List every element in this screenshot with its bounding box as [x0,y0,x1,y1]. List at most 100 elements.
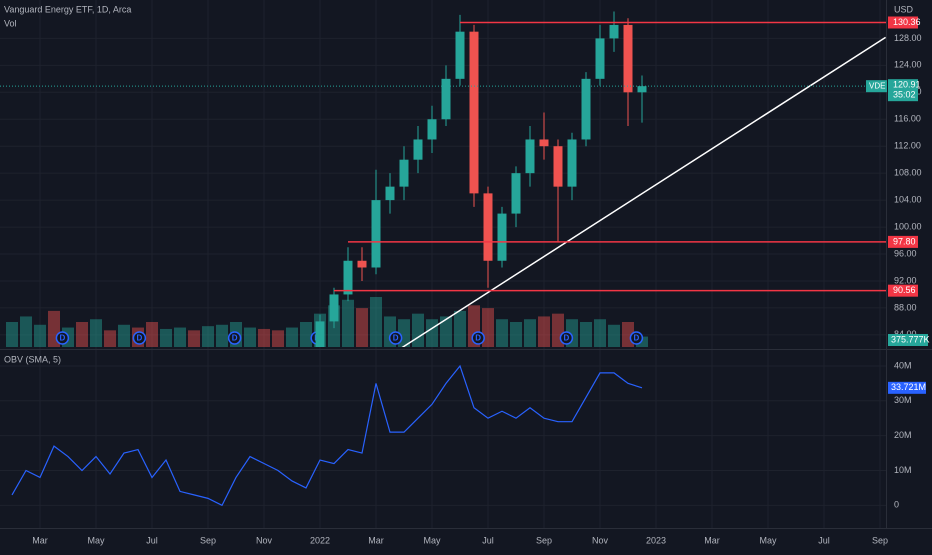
dividend-marker: D [475,334,481,343]
dividend-marker: D [634,334,640,343]
x-tick-label: 2022 [310,535,330,545]
candle-body [427,119,437,140]
candle-body [483,193,493,261]
volume-bar [20,316,32,347]
symbol: VDE [869,81,885,90]
grid [0,0,886,528]
x-tick-label: Jul [818,535,830,545]
candle-body [315,321,325,347]
obv-tag [888,381,926,394]
volume-bar [510,322,522,347]
volume-bar [216,324,228,347]
dividend-marker: D [564,334,570,343]
dividend-badge [132,331,147,345]
volume-bar [636,336,648,347]
dividend-badge [55,331,70,345]
candle-body [455,31,465,79]
x-tick-label: Mar [368,535,384,545]
volume-bar [90,319,102,347]
volume-bar [146,322,158,347]
x-tick-label: Mar [704,535,720,545]
candle-body [469,31,479,194]
y-tick-label: 124.00 [894,60,922,70]
volume-bar [286,327,298,347]
y-tick-label: 96.00 [894,248,917,258]
x-tick-label: Mar [32,535,48,545]
currency: USD [894,4,914,14]
volume-bar [76,322,88,347]
candle-body [539,139,549,147]
level-tag [888,235,918,248]
x-tick-label: May [423,535,441,545]
candle-body [525,139,535,174]
candle-body [609,24,619,39]
y-tick-label: 128.00 [894,33,922,43]
volume-bar [412,313,424,347]
level-label: 130.36 [893,17,921,27]
y-tick-label: 116.00 [894,114,921,124]
volume-bar [580,322,592,347]
y-tick-label: 112.00 [894,141,921,151]
last-price: 120.91 [893,80,921,90]
volume-bar [608,324,620,347]
candle-body [399,159,409,187]
volume-last: 375.777K [891,334,930,344]
candle-body [567,139,577,187]
volume-bar [174,327,186,347]
dividend-badge [559,331,574,345]
y-tick-label: 92.00 [894,275,917,285]
y2-tick-label: 10M [894,465,912,475]
candle-body [497,213,507,261]
candle-body [357,260,367,268]
trend-line [401,36,886,347]
candle-body [553,146,563,187]
volume-bar [160,328,172,347]
indicator-title: OBV (SMA, 5) [4,354,61,364]
obv-pane [11,364,643,507]
volume-bar [272,330,284,347]
candle-body [637,86,647,93]
candle-body [441,78,451,120]
chart-title: Vanguard Energy ETF, 1D, Arca [4,4,131,14]
candle-body [371,200,381,268]
volume-bar [482,308,494,347]
x-tick-label: May [87,535,105,545]
y2-tick-label: 40M [894,360,912,370]
volume-bar [118,324,130,347]
y2-tick-label: 20M [894,430,912,440]
y-tick-label: 88.00 [894,302,917,312]
volume-bar [258,328,270,347]
level-tag [888,284,918,297]
x-tick-label: Jul [146,535,158,545]
obv-last: 33.721M [891,382,926,392]
x-tick-label: 2023 [646,535,666,545]
volume-bar [454,310,466,347]
candle-body [581,78,591,140]
x-tick-label: Jul [482,535,494,545]
y-tick-label: 104.00 [894,194,922,204]
volume-bar [300,322,312,347]
candle-body [413,139,423,160]
x-tick-label: Nov [256,535,273,545]
y2-tick-label: 0 [894,500,899,510]
price-tag [888,79,918,102]
volume-bar [370,297,382,347]
volume-bar [356,308,368,347]
volume-bar [188,330,200,347]
dividend-marker: D [137,334,143,343]
y-tick-label: 108.00 [894,168,922,178]
volume-bar [440,316,452,347]
x-tick-label: Nov [592,535,609,545]
volume-title: Vol [4,18,17,28]
x-tick-label: Sep [536,535,552,545]
x-tick-label: May [759,535,777,545]
volume-bar [202,326,214,347]
dividend-badge [388,331,403,345]
dividend-badge [471,331,485,345]
volume-bar [104,330,116,347]
dividend-badge [227,331,242,345]
candle-body [343,260,353,295]
candle-body [329,294,339,322]
symbol-tag [866,80,887,93]
